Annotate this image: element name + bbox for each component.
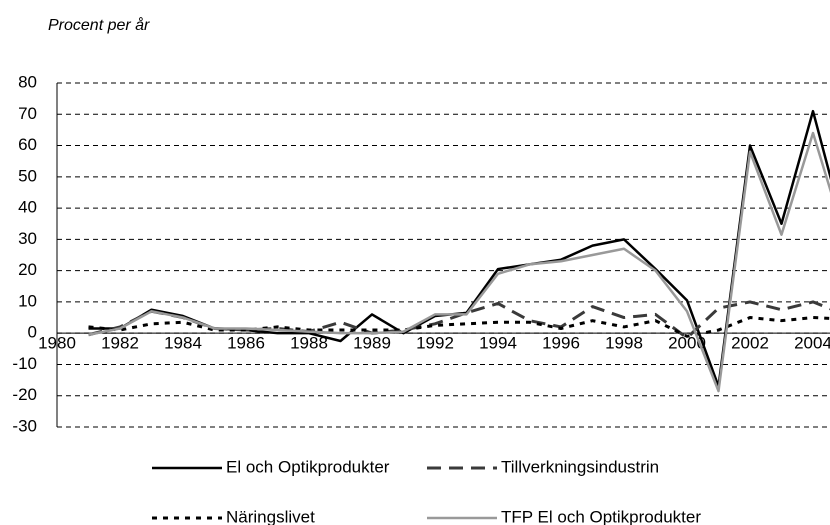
y-tick-label: -20	[12, 385, 37, 404]
legend-label: Näringslivet	[226, 507, 315, 525]
line-series	[88, 131, 830, 393]
y-tick-label: 60	[18, 135, 37, 154]
x-tick-label: 2002	[731, 334, 769, 353]
x-tick-label: 1986	[227, 334, 265, 353]
y-tick-label: 30	[18, 229, 37, 248]
x-tick-label: 1996	[542, 334, 580, 353]
x-tick-label: 1982	[101, 334, 139, 353]
legend-label: TFP El och Optikprodukter	[501, 507, 701, 525]
y-tick-label: 20	[18, 260, 37, 279]
y-tick-label: 50	[18, 166, 37, 185]
x-tick-label: 1998	[605, 334, 643, 353]
y-tick-label: 70	[18, 104, 37, 123]
legend-label: Tillverkningsindustrin	[501, 457, 659, 476]
y-tick-label: 0	[28, 323, 37, 342]
y-tick-label: -30	[12, 416, 37, 435]
y-tick-label: 10	[18, 291, 37, 310]
x-tick-label: 1980	[38, 334, 76, 353]
x-tick-label: 1984	[164, 334, 202, 353]
y-tick-label: 80	[18, 72, 37, 91]
x-tick-label: 1994	[479, 334, 517, 353]
x-tick-label: 2004	[794, 334, 830, 353]
x-tick-label: 1988	[290, 334, 328, 353]
chart-title: Procent per år	[48, 16, 150, 34]
x-tick-label: 1989	[353, 334, 391, 353]
legend-label: El och Optikprodukter	[226, 457, 390, 476]
line-series	[88, 316, 830, 338]
y-tick-label: 40	[18, 198, 37, 217]
line-series	[88, 300, 830, 340]
x-tick-label: 1992	[416, 334, 454, 353]
y-tick-label: -10	[12, 354, 37, 373]
